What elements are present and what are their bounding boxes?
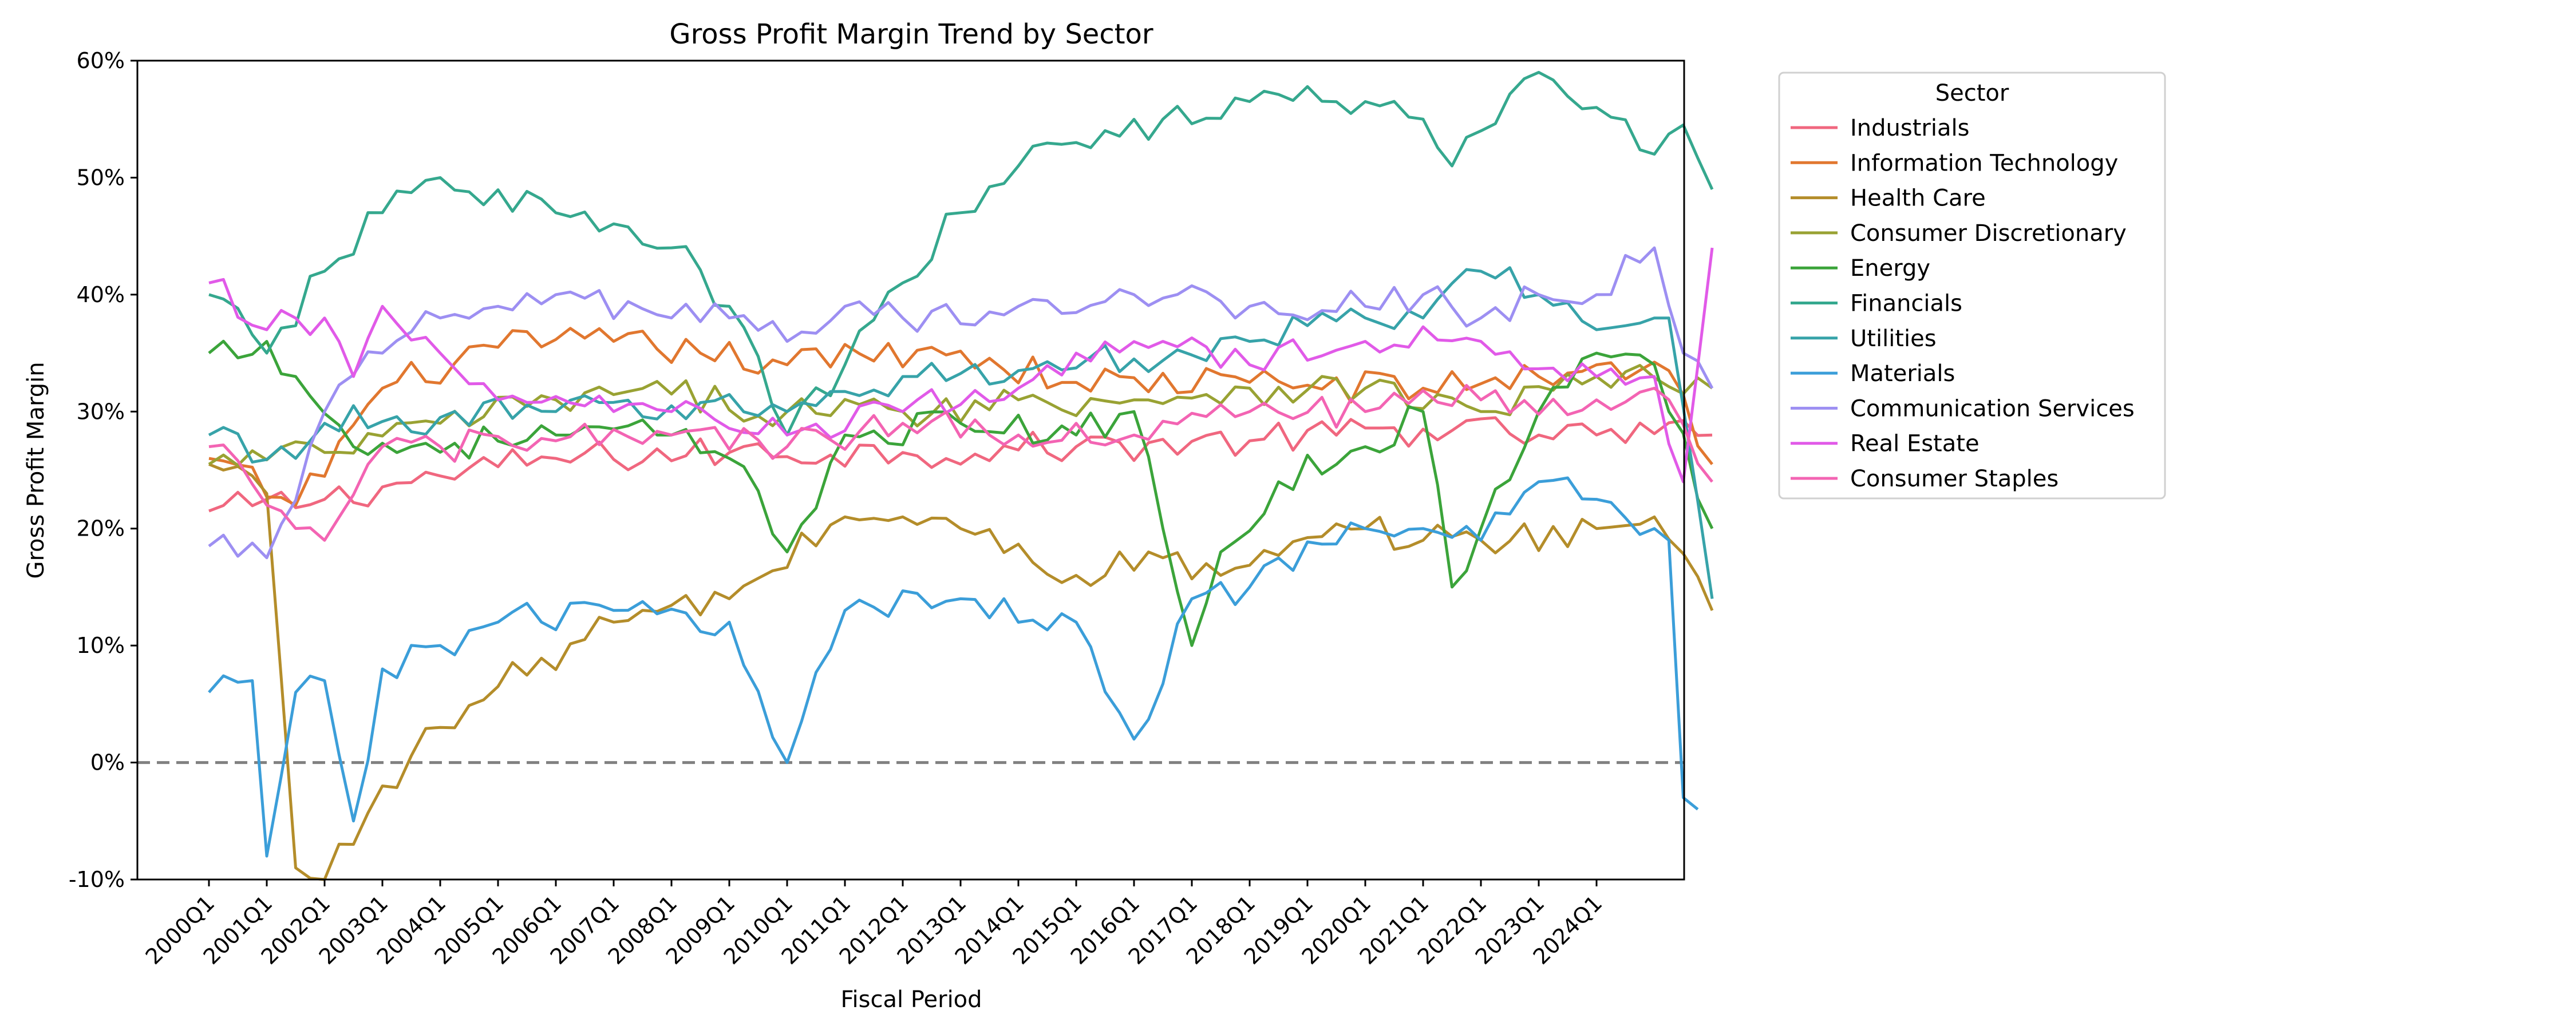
legend-entry: Communication Services bbox=[1850, 395, 2135, 422]
x-axis-label: Fiscal Period bbox=[840, 987, 982, 1013]
x-axis: 2000Q12001Q12002Q12003Q12004Q12005Q12006… bbox=[141, 880, 1607, 969]
y-tick-label: -10% bbox=[69, 867, 125, 892]
series-line-financials bbox=[208, 70, 1714, 437]
y-axis: -10% 0% 10% 20% 30% 40% 50% 60% bbox=[69, 48, 137, 892]
legend-entry: Consumer Discretionary bbox=[1850, 220, 2127, 247]
legend-entry: Financials bbox=[1850, 291, 1962, 317]
legend-entry: Consumer Staples bbox=[1850, 466, 2059, 492]
legend-entry: Industrials bbox=[1850, 115, 1969, 141]
y-tick-label: 60% bbox=[77, 48, 125, 73]
y-tick-label: 50% bbox=[77, 165, 125, 190]
legend-entry: Utilities bbox=[1850, 326, 1937, 352]
plot-frame bbox=[136, 60, 1685, 881]
series-line-materials bbox=[208, 476, 1699, 858]
series-line-health-care bbox=[208, 462, 1714, 881]
legend: Sector Industrials Information Technology… bbox=[1778, 72, 2166, 500]
legend-items: Industrials Information Technology Health … bbox=[1791, 115, 2135, 492]
series-line-communication-services bbox=[208, 246, 1714, 560]
series-line-consumer-staples bbox=[208, 384, 1713, 542]
legend-entry: Health Care bbox=[1850, 185, 1986, 212]
y-axis-label: Gross Profit Margin bbox=[23, 362, 49, 579]
plot-area bbox=[137, 70, 1714, 881]
legend-entry: Real Estate bbox=[1850, 431, 1980, 457]
series-line-real-estate bbox=[208, 247, 1714, 484]
series-line-industrials bbox=[208, 416, 1713, 513]
y-tick-label: 30% bbox=[77, 399, 125, 424]
legend-entry: Information Technology bbox=[1850, 150, 2118, 176]
legend-entry: Energy bbox=[1850, 255, 1930, 282]
y-tick-label: 20% bbox=[77, 516, 125, 541]
legend-title: Sector bbox=[1935, 80, 2009, 106]
legend-entry: Materials bbox=[1850, 360, 1955, 387]
y-tick-label: 40% bbox=[77, 282, 125, 307]
series-line-utilities bbox=[208, 266, 1714, 599]
y-tick-label: 10% bbox=[77, 633, 125, 658]
series-line-information-technology bbox=[208, 327, 1713, 507]
chart-title: Gross Profit Margin Trend by Sector bbox=[669, 18, 1153, 50]
legend-frame bbox=[1778, 72, 2166, 500]
y-tick-label: 0% bbox=[90, 750, 125, 775]
